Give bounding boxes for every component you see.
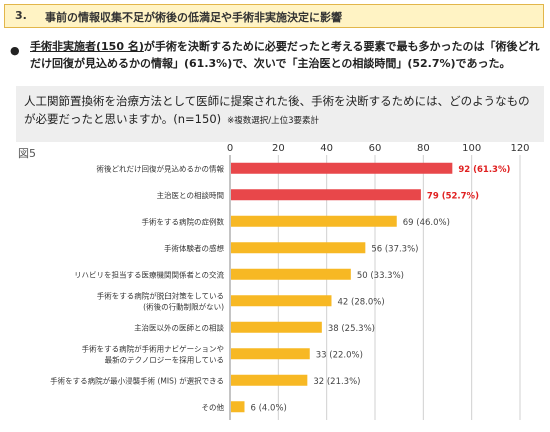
question-text: 人工関節置換術を治療方法として医師に提案された後、手術を決断するためには、どのよ… xyxy=(24,92,534,130)
bar xyxy=(231,401,245,413)
x-tick-label: 20 xyxy=(272,143,285,154)
data-label: 56 (37.3%) xyxy=(371,244,418,254)
category-label: 主治医以外の医師との相談 xyxy=(134,322,224,332)
category-label: その他 xyxy=(202,402,225,412)
category-label: 手術をする病院が最小浸襲手術 (MIS) が選択できる xyxy=(50,375,224,385)
bar xyxy=(231,215,397,227)
x-tick-label: 60 xyxy=(369,143,382,154)
question-body: 人工関節置換術を治療方法として医師に提案された後、手術を決断するためには、どのよ… xyxy=(24,94,530,126)
data-label: 79 (52.7%) xyxy=(427,191,479,201)
section-header: 3. 事前の情報収集不足が術後の低満足や手術非実施決定に影響 xyxy=(4,4,544,28)
section-title: 事前の情報収集不足が術後の低満足や手術非実施決定に影響 xyxy=(45,11,342,24)
question-box: 人工関節置換術を治療方法として医師に提案された後、手術を決断するためには、どのよ… xyxy=(16,86,544,142)
bar xyxy=(231,348,310,360)
category-label: 術後どれだけ回復が見込めるかの情報 xyxy=(97,163,225,173)
bar xyxy=(231,162,453,174)
data-label: 32 (21.3%) xyxy=(313,377,360,387)
data-label: 50 (33.3%) xyxy=(357,271,404,281)
question-note: ※複数選択/上位3要素計 xyxy=(227,116,320,126)
summary-highlight: 手術非実施者(150 名) xyxy=(30,40,144,53)
data-label: 92 (61.3%) xyxy=(458,165,510,175)
x-tick-label: 0 xyxy=(227,143,233,154)
category-label: リハビリを担当する医療機関関係者との交流 xyxy=(74,269,224,279)
figure-label: 図5 xyxy=(18,147,36,160)
data-label: 38 (25.3%) xyxy=(328,324,375,334)
data-label: 42 (28.0%) xyxy=(338,297,385,307)
category-label: 手術体験者の感想 xyxy=(164,243,224,253)
summary-rest: が手術を決断するために必要だったと考える要素で最も多かったのは「術後どれだけ回復… xyxy=(30,40,540,70)
x-tick-label: 120 xyxy=(510,143,529,154)
x-tick-label: 80 xyxy=(417,143,430,154)
bar xyxy=(231,268,351,280)
bullet-icon: ● xyxy=(10,44,20,57)
x-tick-label: 100 xyxy=(462,143,481,154)
data-label: 33 (22.0%) xyxy=(316,350,363,360)
x-tick-label: 40 xyxy=(320,143,333,154)
category-label: 手術をする病院の症例数 xyxy=(142,216,225,226)
bar xyxy=(231,321,322,333)
category-label: 主治医との相談時間 xyxy=(157,190,224,200)
bar xyxy=(231,374,308,386)
bar xyxy=(231,189,421,201)
section-number: 3. xyxy=(15,9,27,22)
category-label: 手術をする病院が手術用ナビゲーションや最新のテクノロジーを採用している xyxy=(82,343,224,364)
bar xyxy=(231,242,366,254)
data-label: 69 (46.0%) xyxy=(403,218,450,228)
data-label: 6 (4.0%) xyxy=(251,403,287,413)
bar xyxy=(231,295,332,307)
category-label: 手術をする病院が脱臼対策をしている(術後の行動制限がない) xyxy=(97,290,224,311)
summary-text: 手術非実施者(150 名)が手術を決断するために必要だったと考える要素で最も多か… xyxy=(30,38,545,72)
